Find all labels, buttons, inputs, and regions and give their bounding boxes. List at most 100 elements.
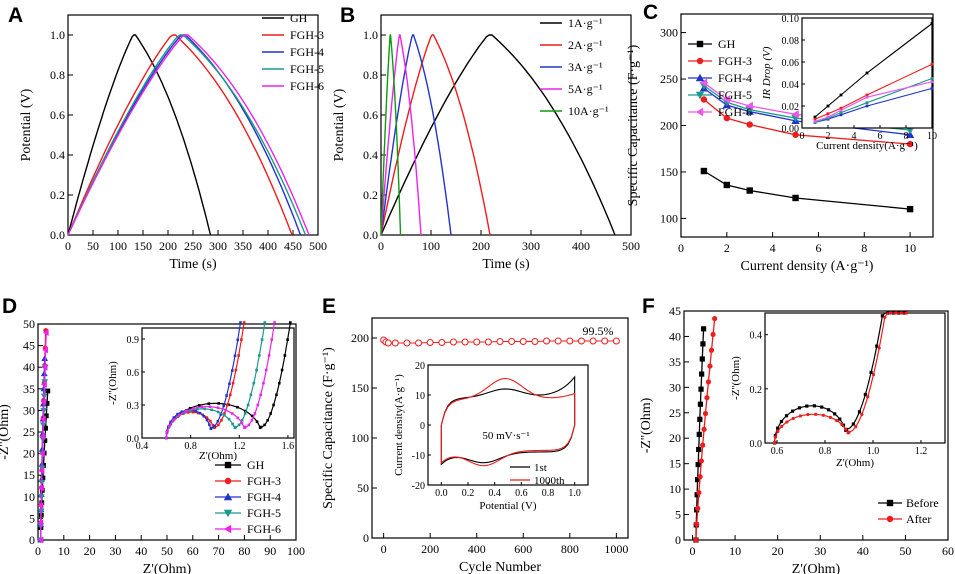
- data-point-retention: [449, 338, 457, 346]
- inset-data-point-GH: [839, 93, 843, 97]
- inset-data-point-FGH-6: [230, 412, 234, 415]
- x-tick-label: 50: [161, 544, 173, 558]
- panel-A: 0 50 100 150 200 250 300 350 400 450 500 0.0 0.2 0.4 0…: [50, 14, 327, 253]
- data-point-FGH-6: [37, 519, 44, 527]
- y-tick-label: 45: [669, 304, 681, 318]
- inset-data-point-FGH-6: [270, 338, 274, 341]
- x-axis-label: Z'(Ohm): [143, 562, 192, 574]
- x-tick-label: 300: [522, 239, 540, 253]
- plot-frame: [380, 14, 632, 236]
- x-tick-label: 30: [109, 544, 121, 558]
- inset-data-point-After: [905, 311, 909, 315]
- y-tick-label: 0.4: [363, 148, 378, 162]
- inset-data-point-FGH-5: [210, 408, 213, 412]
- y-tick-label: 15: [23, 468, 35, 482]
- data-point-GH: [45, 388, 51, 394]
- inset-data-point-FGH-6: [267, 354, 271, 357]
- inset-data-point-FGH-6: [192, 407, 195, 410]
- legend-entry: GH: [290, 11, 308, 25]
- data-point-After: [698, 458, 704, 464]
- x-tick-label: 40: [857, 544, 869, 558]
- y-tick-label: 40: [669, 329, 681, 343]
- y-tick-label: 5: [675, 508, 681, 522]
- y-tick-label: 0.2: [363, 188, 378, 202]
- retention-annotation: 99.5%: [583, 324, 614, 338]
- data-point-GH: [723, 181, 731, 189]
- y-tick-label: -10: [412, 451, 425, 462]
- x-tick-label: 0: [35, 544, 41, 558]
- inset-y-axis-label: IR Drop (V): [761, 46, 773, 100]
- legend-entry: 3A·g⁻¹: [568, 60, 603, 74]
- data-point-Before: [699, 371, 705, 377]
- data-point-After: [696, 489, 702, 496]
- inset-y-axis-label: Current density(A·g⁻¹): [393, 374, 405, 476]
- x-tick-label: 0: [690, 544, 696, 558]
- inset-data-point-FGH-5: [255, 368, 258, 372]
- inset-data-point-FGH-4: [225, 394, 228, 397]
- inset-data-point-FGH-5: [237, 423, 241, 427]
- inset-data-point-FGH-4: [230, 369, 234, 372]
- inset-data-point-Before: [797, 406, 802, 410]
- inset-data-point-FGH-6: [244, 425, 247, 429]
- x-tick-label: 400: [572, 239, 590, 253]
- series-line-GH: [67, 34, 212, 236]
- x-tick-label: 0.6: [515, 488, 528, 499]
- y-tick-label: 0.2: [50, 188, 65, 202]
- legend-marker: [696, 57, 704, 65]
- series-line-5A·g⁻¹: [380, 34, 422, 236]
- panel-label-C: C: [643, 1, 658, 24]
- inset-data-point-FGH-5: [203, 407, 206, 411]
- inset-data-point-FGH-6: [262, 381, 265, 385]
- data-point-FGH-6: [38, 484, 44, 492]
- x-tick-label: 60: [187, 544, 199, 558]
- inset-data-point-After: [776, 429, 780, 434]
- x-tick-label: 70: [213, 544, 225, 558]
- x-tick-label: 450: [284, 239, 302, 253]
- inset-data-point-Before: [880, 314, 884, 318]
- series-line-FGH-3: [67, 34, 293, 236]
- inset-data-point-FGH-3: [205, 416, 209, 419]
- y-tick-label: 0.4: [750, 331, 763, 342]
- y-tick-label: 0.6: [363, 108, 378, 122]
- data-point-After: [695, 505, 701, 511]
- inset-data-point-FGH-4: [208, 423, 211, 426]
- data-point-FGH-6: [699, 78, 708, 87]
- data-point-After: [710, 331, 716, 338]
- series-line-FGH-6: [67, 34, 310, 236]
- y-tick-label: 0.0: [750, 439, 763, 450]
- inset-data-point-FGH-3: [217, 423, 220, 427]
- inset-data-point-FGH-5: [263, 321, 267, 324]
- x-tick-label: 100: [109, 239, 127, 253]
- y-tick-label: 0: [363, 531, 369, 545]
- x-tick-label: 4: [770, 241, 776, 255]
- inset-data-point-FGH-4: [172, 416, 176, 419]
- inset-data-point-FGH-6: [273, 321, 276, 324]
- inset-data-point-Before: [779, 419, 784, 424]
- data-point-retention: [415, 339, 423, 347]
- data-point-retention: [554, 337, 562, 345]
- legend-entry: FGH-6: [247, 522, 281, 536]
- data-point-After: [694, 521, 700, 527]
- data-point-FGH-3: [792, 131, 799, 138]
- inset-x-axis-label: Current density(A·g⁻¹): [816, 140, 918, 152]
- inset-data-point-Before: [805, 404, 809, 408]
- data-point-Before: [698, 386, 704, 392]
- y-axis-label: Specific Capacitance (F·g⁻¹): [626, 44, 641, 206]
- inset-data-point-FGH-6: [165, 436, 168, 440]
- data-point-Before: [699, 356, 705, 362]
- legend-entry: FGH-3: [290, 28, 324, 42]
- data-point-FGH-3: [700, 96, 708, 103]
- legend-marker: [224, 461, 232, 469]
- x-tick-label: 10: [927, 131, 937, 142]
- data-point-After: [697, 474, 703, 480]
- x-tick-label: 100: [287, 544, 305, 558]
- data-point-retention: [384, 339, 392, 347]
- inset-data-point-FGH-6: [256, 403, 260, 407]
- inset-data-point-FGH-3: [226, 403, 229, 407]
- legend-marker: [696, 40, 704, 48]
- x-tick-label: 2: [826, 131, 831, 142]
- inset-data-point-After: [877, 346, 881, 350]
- inset-data-point-FGH-6: [839, 109, 843, 112]
- x-tick-label: 0.8: [184, 441, 197, 452]
- inset-data-point-FGH-3: [211, 423, 215, 427]
